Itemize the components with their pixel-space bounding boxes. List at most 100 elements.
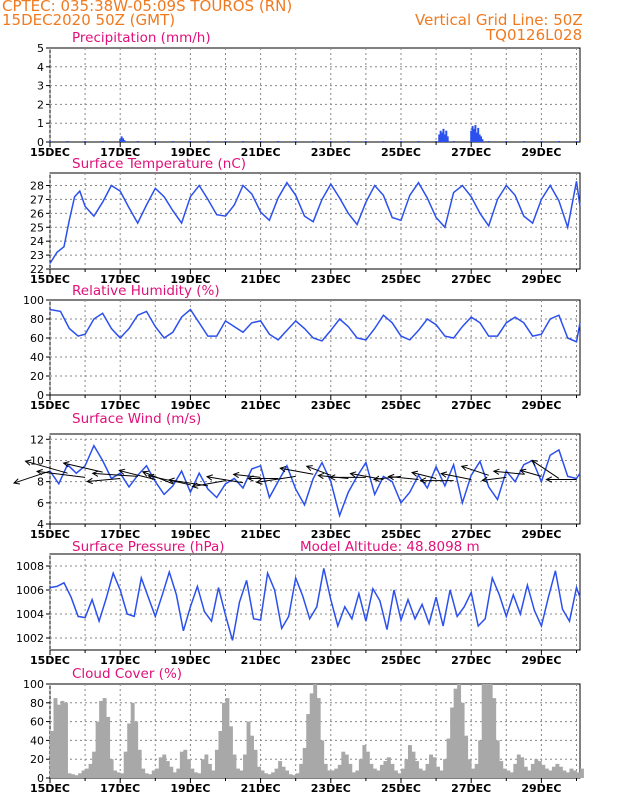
temp-ytick-label: 26 xyxy=(30,207,44,220)
cloud-bar xyxy=(95,721,100,778)
cloud-bar xyxy=(439,770,444,778)
cloud-bar xyxy=(53,698,58,778)
cloud-bar xyxy=(499,761,504,778)
cloud-bar xyxy=(193,772,198,778)
cloud-bar xyxy=(580,768,584,778)
cloud-bar xyxy=(155,768,160,778)
wind-vector-head xyxy=(24,459,32,466)
cloud-bar xyxy=(569,768,574,778)
temp-ytick-label: 28 xyxy=(30,180,44,193)
wind-vector-head xyxy=(191,482,199,489)
cloud-bar xyxy=(106,716,111,778)
pres-panel: 1002 1004 1006 1008 15DEC 17DEC 19DEC 21DEC 23DE… xyxy=(16,539,581,667)
header-datetime: 15DEC2020 50Z (GMT) xyxy=(2,11,176,29)
cloud-xtick-label: 17DEC xyxy=(100,782,140,795)
cloud-bar xyxy=(432,757,437,778)
cloud-bar xyxy=(337,764,342,778)
wind-vector-head xyxy=(317,472,325,480)
cloud-bar xyxy=(141,768,146,778)
cloud-bar xyxy=(443,759,448,778)
cloud-bar xyxy=(92,751,97,778)
precip-bar xyxy=(347,141,350,142)
wind-vector xyxy=(493,470,524,475)
cloud-bar xyxy=(551,766,556,778)
precip-bar xyxy=(443,134,446,142)
pres-ytick-label: 1004 xyxy=(16,608,44,621)
wind-xtick-label: 25DEC xyxy=(381,528,421,541)
wind-vector-head xyxy=(232,471,240,479)
temp-xtick-label: 15DEC xyxy=(30,273,70,286)
rh-ytick-label: 40 xyxy=(30,351,44,364)
wind-vector xyxy=(206,476,244,484)
wind-ytick-label: 4 xyxy=(37,518,44,531)
cloud-xtick-label: 23DEC xyxy=(311,782,351,795)
wind-vector-head xyxy=(255,478,263,485)
temp-xtick-label: 19DEC xyxy=(170,273,210,286)
precip-bar xyxy=(575,141,578,142)
rh-xtick-label: 19DEC xyxy=(170,399,210,412)
cloud-bar xyxy=(120,773,125,778)
cloud-bar xyxy=(148,774,153,778)
rh-panel: 0 20 40 60 80 100 15DEC 17DEC 19DEC 21DEC 23DEC 25D… xyxy=(23,283,581,412)
cloud-bar xyxy=(365,751,370,778)
wind-vector-head xyxy=(118,468,126,475)
cloud-bar xyxy=(502,768,507,778)
cloud-bar xyxy=(278,761,283,778)
wind-vector xyxy=(441,473,472,481)
cloud-bar xyxy=(113,770,118,778)
wind-title: Surface Wind (m/s) xyxy=(72,411,201,427)
wind-vector-head xyxy=(141,470,149,477)
cloud-bar xyxy=(74,775,79,778)
wind-xtick-label: 17DEC xyxy=(100,528,140,541)
wind-vector-head xyxy=(91,470,99,477)
precip-bar xyxy=(478,134,481,142)
cloud-bar xyxy=(197,773,202,778)
wind-vector-head xyxy=(411,470,419,477)
precip-bar xyxy=(312,141,315,142)
temp-ytick-label: 27 xyxy=(30,193,44,206)
wind-vector xyxy=(482,476,507,481)
precip-bar xyxy=(294,141,297,142)
precip-bar xyxy=(277,141,280,142)
cloud-bar xyxy=(530,763,535,778)
cloud-bar xyxy=(81,770,86,778)
cloud-ytick-label: 100 xyxy=(23,678,44,691)
rh-xtick-label: 25DEC xyxy=(381,399,421,412)
cloud-bar xyxy=(418,768,423,778)
wind-vector xyxy=(306,465,331,476)
temp-xtick-label: 23DEC xyxy=(311,273,351,286)
wind-vector-head xyxy=(12,478,21,485)
temp-ytick-label: 23 xyxy=(30,249,44,262)
precip-bar xyxy=(471,126,474,142)
precip-xtick-label: 21DEC xyxy=(241,146,281,159)
cloud-bar xyxy=(509,772,514,778)
rh-xtick-label: 27DEC xyxy=(451,399,491,412)
cloud-bar xyxy=(323,763,328,778)
wind-vector xyxy=(280,467,314,475)
cloud-bar xyxy=(390,763,395,778)
cloud-bar xyxy=(415,761,419,778)
cloud-bar xyxy=(243,754,247,778)
precip-ytick-label: 2 xyxy=(37,98,44,111)
cloud-bar xyxy=(309,693,314,778)
cloud-bar xyxy=(376,770,381,778)
wind-vector xyxy=(63,462,103,473)
pres-xtick-label: 29DEC xyxy=(521,654,561,667)
cloud-bar xyxy=(60,700,65,778)
wind-vector xyxy=(25,460,68,474)
cloud-panel: 0 20 40 60 80 100 15DEC 17DEC 19DEC 21DEC 23DEC 25D… xyxy=(23,666,584,795)
wind-vector xyxy=(233,473,261,478)
precip-xtick-label: 15DEC xyxy=(30,146,70,159)
pres-xtick-label: 23DEC xyxy=(311,654,351,667)
wind-vector xyxy=(388,476,419,481)
precip-xtick-label: 25DEC xyxy=(381,146,421,159)
cloud-ytick-label: 0 xyxy=(37,772,44,785)
wind-series-line xyxy=(49,443,581,518)
temp-ytick-label: 25 xyxy=(30,221,44,234)
cloud-bar xyxy=(239,770,244,778)
pres-ytick-label: 1008 xyxy=(16,560,44,573)
wind-vector-head xyxy=(36,468,43,476)
precip-ytick-label: 3 xyxy=(37,80,44,93)
